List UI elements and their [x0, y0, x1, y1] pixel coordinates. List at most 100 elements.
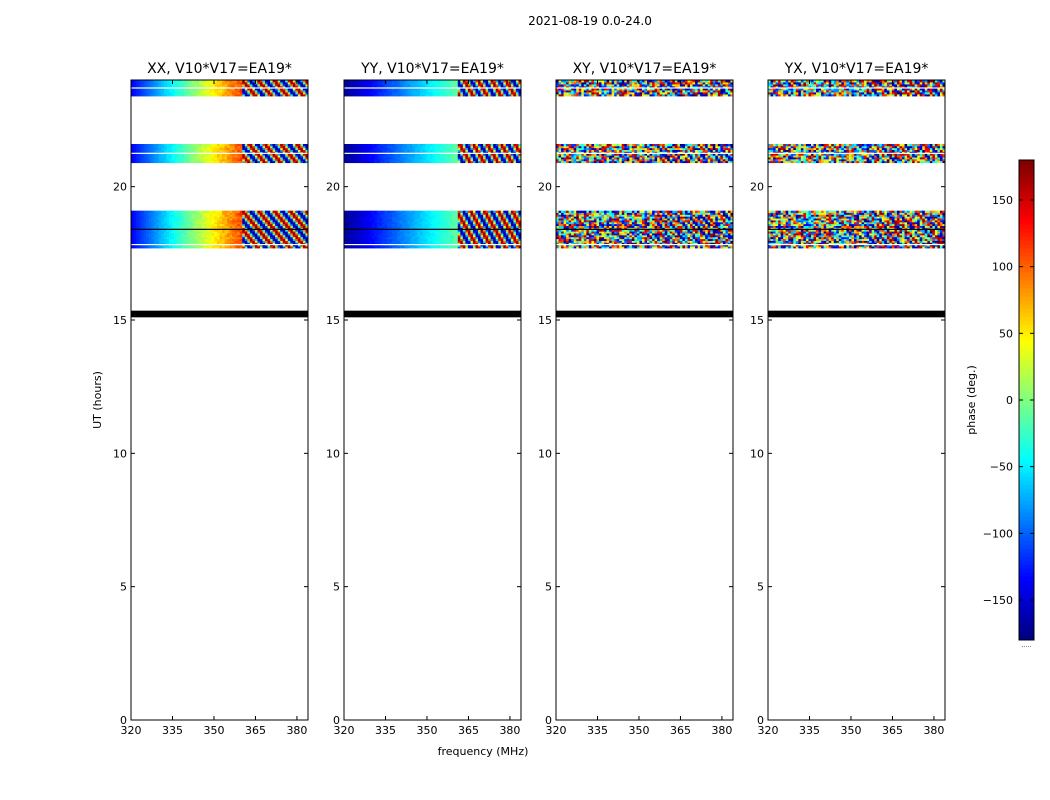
phase-cell [265, 238, 268, 241]
phase-cell [237, 214, 241, 217]
phase-cell [227, 218, 231, 221]
phase-cell [356, 220, 360, 223]
phase-cell [151, 212, 155, 215]
phase-cell [239, 236, 243, 240]
phase-cell [409, 157, 413, 160]
phase-cell [407, 92, 411, 95]
phase-cell [227, 92, 231, 95]
phase-cell [402, 144, 406, 147]
phase-cell [297, 231, 301, 234]
phase-cell [407, 158, 411, 162]
phase-cell [429, 231, 433, 234]
phase-cell [361, 149, 365, 152]
phase-cell [467, 92, 471, 95]
phase-cell [452, 82, 456, 85]
phase-cell [300, 160, 304, 164]
phase-cell [153, 229, 157, 232]
phase-cell [259, 90, 263, 93]
phase-cell [445, 242, 449, 245]
phase-cell [445, 221, 449, 225]
phase-cell [349, 231, 352, 234]
phase-cell [249, 236, 253, 240]
phase-cell [379, 246, 383, 249]
phase-cell [222, 144, 225, 147]
phase-cell [305, 90, 308, 93]
phase-cell [194, 234, 198, 238]
phase-cell [179, 242, 182, 245]
phase-cell [460, 229, 464, 232]
phase-cell [242, 218, 246, 221]
phase-cell [168, 244, 172, 247]
phase-cell [201, 88, 205, 91]
phase-cell [287, 84, 291, 87]
phase-cell [176, 210, 180, 213]
phase-cell [470, 80, 474, 83]
phase-cell [394, 90, 398, 93]
phase-cell [392, 225, 395, 228]
phase-cell [295, 220, 299, 223]
phase-cell [498, 145, 502, 149]
phase-cell [349, 144, 352, 147]
phase-cell [171, 90, 175, 93]
phase-cell [404, 157, 408, 160]
phase-cell [232, 221, 236, 225]
phase-cell [184, 149, 188, 152]
phase-cell [237, 149, 241, 152]
phase-cell [392, 246, 395, 249]
phase-cell [138, 92, 142, 95]
phase-cell [356, 147, 360, 150]
phase-cell [417, 90, 421, 93]
phase-cell [422, 238, 426, 241]
phase-cell [407, 144, 411, 147]
phase-cell [191, 82, 195, 85]
phase-cell [247, 218, 251, 221]
phase-cell [287, 147, 291, 150]
phase-cell [409, 145, 413, 149]
phase-cell [389, 246, 393, 249]
phase-cell [189, 151, 193, 154]
phase-cell [285, 84, 289, 87]
phase-cell [462, 242, 466, 245]
phase-cell [483, 86, 486, 89]
phase-cell [366, 158, 370, 162]
phase-cell [475, 227, 479, 230]
phase-cell [280, 212, 284, 215]
phase-cell [206, 234, 210, 238]
flag-line [131, 87, 308, 89]
phase-cell [148, 231, 152, 234]
phase-cell [143, 238, 147, 241]
phase-cell [196, 80, 200, 83]
phase-cell [440, 240, 444, 243]
phase-cell [232, 225, 236, 228]
phase-cell [424, 225, 428, 228]
phase-cell [490, 94, 494, 97]
phase-cell [163, 84, 167, 87]
phase-cell [277, 231, 281, 234]
phase-cell [131, 90, 134, 93]
phase-cell [209, 231, 213, 234]
phase-cell [371, 90, 375, 93]
phase-cell [364, 229, 368, 232]
phase-cell [267, 88, 271, 91]
phase-cell [133, 86, 137, 89]
phase-cell [143, 155, 147, 158]
phase-cell [224, 88, 228, 91]
phase-cell [445, 238, 449, 241]
phase-cell [379, 158, 383, 162]
phase-cell [485, 244, 489, 247]
phase-cell [518, 223, 521, 226]
phase-cell [252, 220, 256, 223]
phase-cell [359, 158, 363, 162]
phase-cell [447, 151, 451, 154]
phase-cell [222, 236, 225, 240]
phase-cell [404, 155, 408, 158]
phase-cell [254, 229, 258, 232]
phase-cell [244, 242, 248, 245]
phase-cell [437, 147, 441, 150]
phase-cell [490, 225, 494, 228]
phase-cell [513, 244, 517, 247]
phase-cell [168, 221, 172, 225]
phase-cell [186, 157, 190, 160]
phase-cell [156, 210, 160, 213]
phase-cell [232, 227, 236, 230]
